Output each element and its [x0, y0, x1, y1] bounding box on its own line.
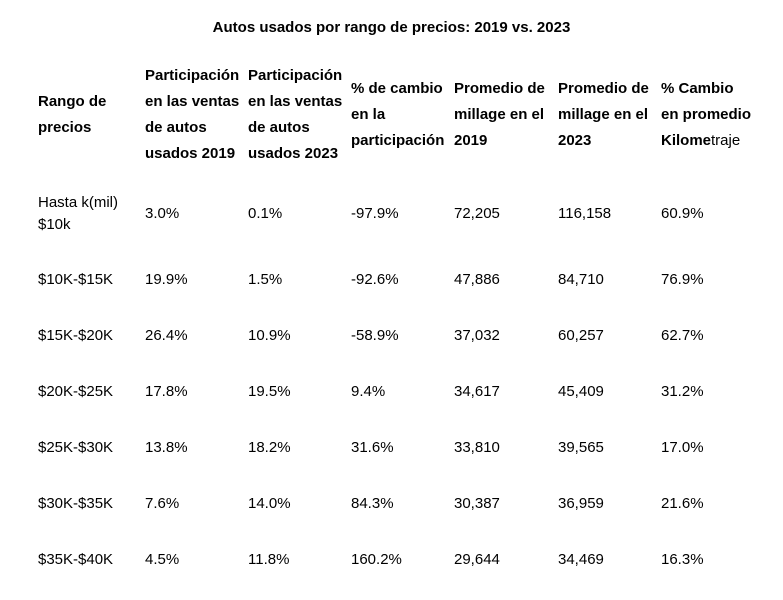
mileage-2019-cell: 47,886 [454, 271, 500, 288]
mileage-2019-cell: 30,387 [454, 495, 500, 512]
share-2019-cell: 26.4% [145, 327, 188, 344]
table-row: $15K-$20K 26.4% 10.9% -58.9% 37,032 60,2… [38, 308, 760, 364]
share-change-cell: 31.6% [351, 439, 394, 456]
share-change-cell: 9.4% [351, 383, 386, 400]
price-range-cell: $15K-$20K [38, 327, 114, 344]
share-change-cell: -97.9% [351, 205, 399, 222]
mileage-2019-cell: 34,617 [454, 383, 500, 400]
share-2023-cell: 19.5% [248, 383, 291, 400]
table-row: $10K-$15K 19.9% 1.5% -92.6% 47,886 84,71… [38, 252, 760, 308]
share-2023-cell: 10.9% [248, 327, 291, 344]
share-change-cell: 160.2% [351, 551, 402, 568]
col-header-price-range: Rango de precios [38, 93, 107, 136]
mileage-2019-cell: 29,644 [454, 551, 500, 568]
table-row: $35K-$40K 4.5% 11.8% 160.2% 29,644 34,46… [38, 532, 760, 588]
mileage-2019-cell: 72,205 [454, 205, 500, 222]
price-range-cell: Hasta k(mil) $10k [38, 194, 119, 233]
page-title: Autos usados por rango de precios: 2019 … [212, 19, 571, 36]
share-2023-cell: 1.5% [248, 271, 283, 288]
mileage-change-cell: 21.6% [661, 495, 704, 512]
price-range-cell: $25K-$30K [38, 439, 114, 456]
price-range-cell: $30K-$35K [38, 495, 114, 512]
price-range-cell: $35K-$40K [38, 551, 114, 568]
share-2023-cell: 11.8% [248, 551, 290, 568]
share-2019-cell: 19.9% [145, 271, 188, 288]
col-header-share-2019: Participación en las ventas de autos usa… [145, 67, 240, 162]
mileage-2023-cell: 60,257 [558, 327, 604, 344]
mileage-2023-cell: 45,409 [558, 383, 604, 400]
price-range-table: Rango de precios Participación en las ve… [38, 54, 760, 588]
share-change-cell: 84.3% [351, 495, 394, 512]
share-2019-cell: 3.0% [145, 205, 180, 222]
share-2019-cell: 7.6% [145, 495, 180, 512]
mileage-2023-cell: 39,565 [558, 439, 604, 456]
table-row: $20K-$25K 17.8% 19.5% 9.4% 34,617 45,409… [38, 364, 760, 420]
col-header-share-change: % de cambio en la participación [351, 80, 445, 149]
share-2019-cell: 13.8% [145, 439, 188, 456]
mileage-change-cell: 62.7% [661, 327, 704, 344]
mileage-change-cell: 16.3% [661, 551, 704, 568]
mileage-change-cell: 31.2% [661, 383, 704, 400]
share-change-cell: -58.9% [351, 327, 399, 344]
col-header-share-2023: Participación en las ventas de autos usa… [248, 67, 343, 162]
col-header-mileage-change: % Cambio en promedio Kilometraje [661, 54, 760, 176]
price-range-cell: $20K-$25K [38, 383, 114, 400]
share-2019-cell: 4.5% [145, 551, 180, 568]
col-header-mileage-change-regular-part: traje [711, 132, 741, 149]
mileage-2023-cell: 36,959 [558, 495, 604, 512]
price-range-cell: $10K-$15K [38, 271, 114, 288]
mileage-2019-cell: 37,032 [454, 327, 500, 344]
mileage-2023-cell: 34,469 [558, 551, 604, 568]
col-header-mileage-2019: Promedio de millage en el 2019 [454, 80, 545, 149]
table-header-row: Rango de precios Participación en las ve… [38, 54, 760, 176]
share-2019-cell: 17.8% [145, 383, 188, 400]
mileage-change-cell: 17.0% [661, 439, 704, 456]
share-change-cell: -92.6% [351, 271, 399, 288]
col-header-mileage-change-bold-part: % Cambio en promedio Kilome [661, 80, 752, 149]
mileage-change-cell: 76.9% [661, 271, 704, 288]
mileage-2023-cell: 84,710 [558, 271, 604, 288]
share-2023-cell: 18.2% [248, 439, 291, 456]
mileage-2023-cell: 116,158 [558, 205, 612, 222]
table-row: Hasta k(mil) $10k 3.0% 0.1% -97.9% 72,20… [38, 176, 760, 252]
share-2023-cell: 0.1% [248, 205, 283, 222]
col-header-mileage-2023: Promedio de millage en el 2023 [558, 80, 649, 149]
mileage-change-cell: 60.9% [661, 205, 704, 222]
share-2023-cell: 14.0% [248, 495, 291, 512]
mileage-2019-cell: 33,810 [454, 439, 500, 456]
table-row: $30K-$35K 7.6% 14.0% 84.3% 30,387 36,959… [38, 476, 760, 532]
table-row: $25K-$30K 13.8% 18.2% 31.6% 33,810 39,56… [38, 420, 760, 476]
